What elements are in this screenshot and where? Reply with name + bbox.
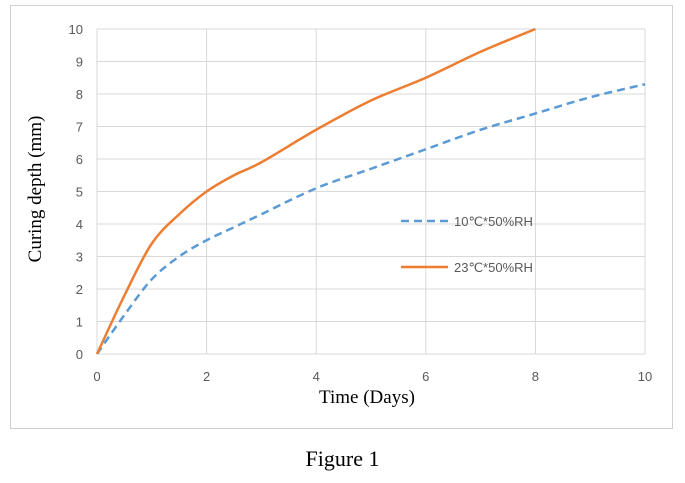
x-axis-title: Time (Days) (319, 387, 415, 408)
y-tick-label: 1 (76, 315, 83, 330)
grid-layer (96, 28, 646, 355)
y-tick-label: 8 (76, 87, 83, 102)
x-tick-label: 10 (638, 369, 652, 384)
series-line-23c (95, 27, 536, 355)
y-tick-label: 9 (76, 55, 83, 70)
y-tick-label: 10 (69, 22, 83, 37)
legend-label: 23℃*50%RH (454, 260, 533, 275)
y-axis-title: Curing depth (mm) (25, 116, 46, 263)
y-tick-label: 6 (76, 152, 83, 167)
y-tick-label: 5 (76, 185, 83, 200)
series-layer (95, 27, 646, 355)
chart-frame: 0 1 2 3 4 5 6 7 8 9 10 0 2 4 6 8 10 10℃*50%RH 23℃*50%RH T… (10, 5, 673, 429)
y-tick-label: 4 (76, 217, 83, 232)
y-tick-label: 7 (76, 120, 83, 135)
y-tick-label: 3 (76, 250, 83, 265)
chart-svg: 0 1 2 3 4 5 6 7 8 9 10 0 2 4 6 8 10 10℃*50%RH 23℃*50%RH T… (25, 22, 653, 408)
series-line-10c (95, 83, 646, 355)
x-tick-label: 8 (532, 369, 539, 384)
tick-layer: 0 1 2 3 4 5 6 7 8 9 10 0 2 4 6 8 10 (69, 22, 653, 384)
legend-layer: 10℃*50%RH 23℃*50%RH (401, 214, 533, 275)
figure-caption: Figure 1 (305, 446, 380, 471)
x-tick-label: 2 (203, 369, 210, 384)
y-tick-label: 0 (76, 347, 83, 362)
y-tick-label: 2 (76, 282, 83, 297)
legend-label: 10℃*50%RH (454, 214, 533, 229)
x-tick-label: 6 (422, 369, 429, 384)
x-tick-label: 0 (93, 369, 100, 384)
x-tick-label: 4 (313, 369, 320, 384)
